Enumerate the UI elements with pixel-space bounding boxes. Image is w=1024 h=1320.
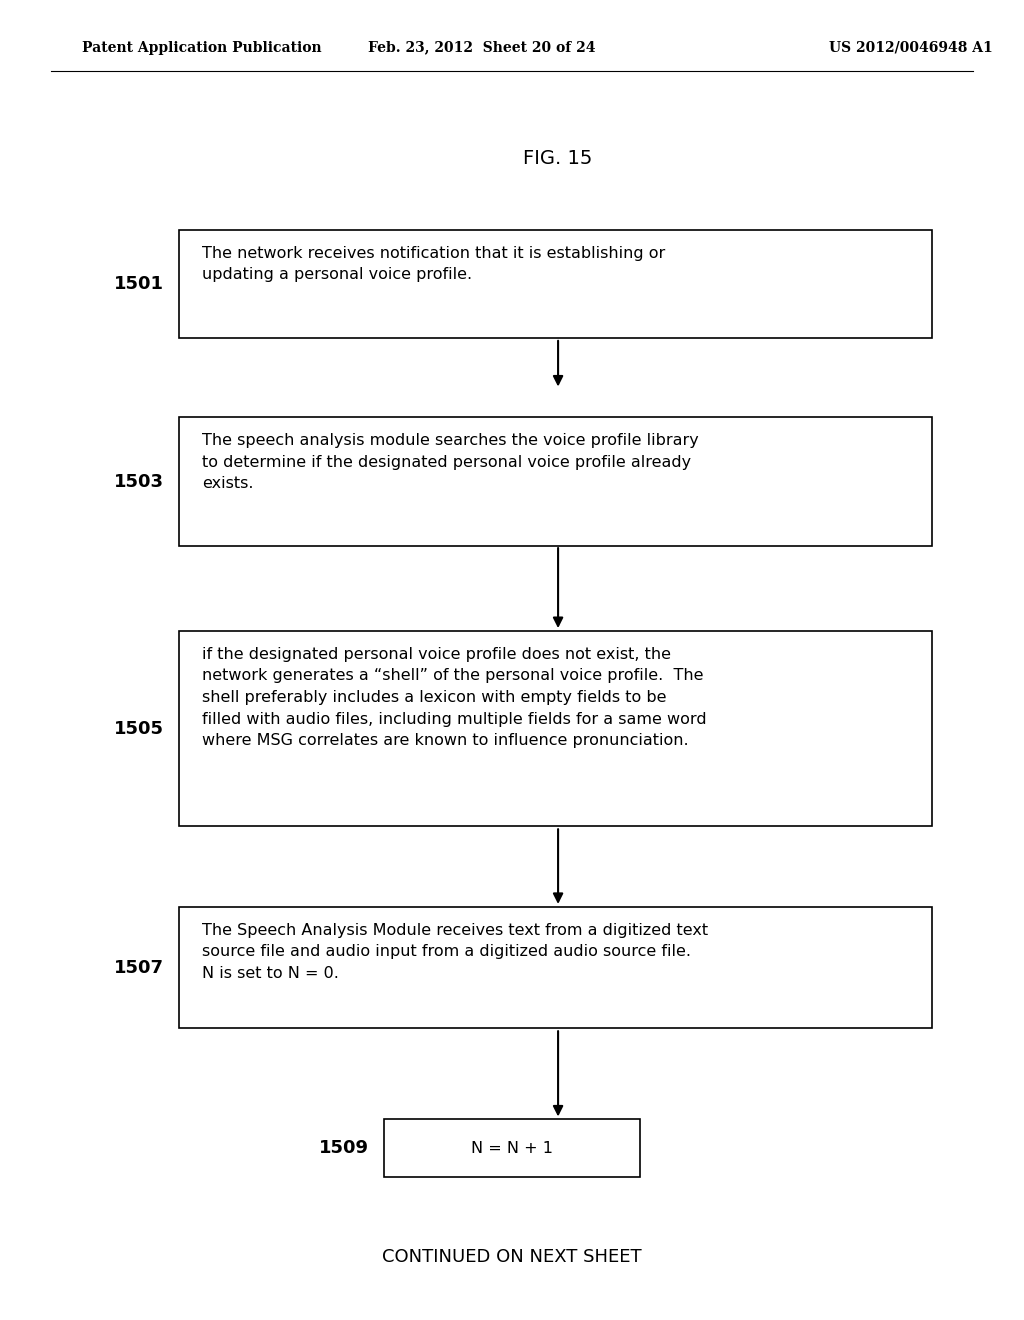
Bar [179,631,932,826]
Text: 1503: 1503 [114,473,164,491]
Text: N = N + 1: N = N + 1 [471,1140,553,1156]
Bar [179,230,932,338]
Text: The network receives notification that it is establishing or
updating a personal: The network receives notification that i… [202,246,665,282]
Text: The speech analysis module searches the voice profile library
to determine if th: The speech analysis module searches the … [202,433,698,491]
Text: CONTINUED ON NEXT SHEET: CONTINUED ON NEXT SHEET [382,1247,642,1266]
Text: US 2012/0046948 A1: US 2012/0046948 A1 [829,41,993,54]
Text: The Speech Analysis Module receives text from a digitized text
source file and a: The Speech Analysis Module receives text… [202,923,708,981]
Text: 1501: 1501 [114,275,164,293]
Bar [179,417,932,546]
Text: FIG. 15: FIG. 15 [523,149,593,168]
Text: 1509: 1509 [318,1139,369,1158]
Bar [179,907,932,1028]
Text: Feb. 23, 2012  Sheet 20 of 24: Feb. 23, 2012 Sheet 20 of 24 [368,41,595,54]
Text: Patent Application Publication: Patent Application Publication [82,41,322,54]
Text: 1507: 1507 [114,958,164,977]
Bar [384,1119,640,1177]
Text: if the designated personal voice profile does not exist, the
network generates a: if the designated personal voice profile… [202,647,707,748]
Text: 1505: 1505 [114,719,164,738]
